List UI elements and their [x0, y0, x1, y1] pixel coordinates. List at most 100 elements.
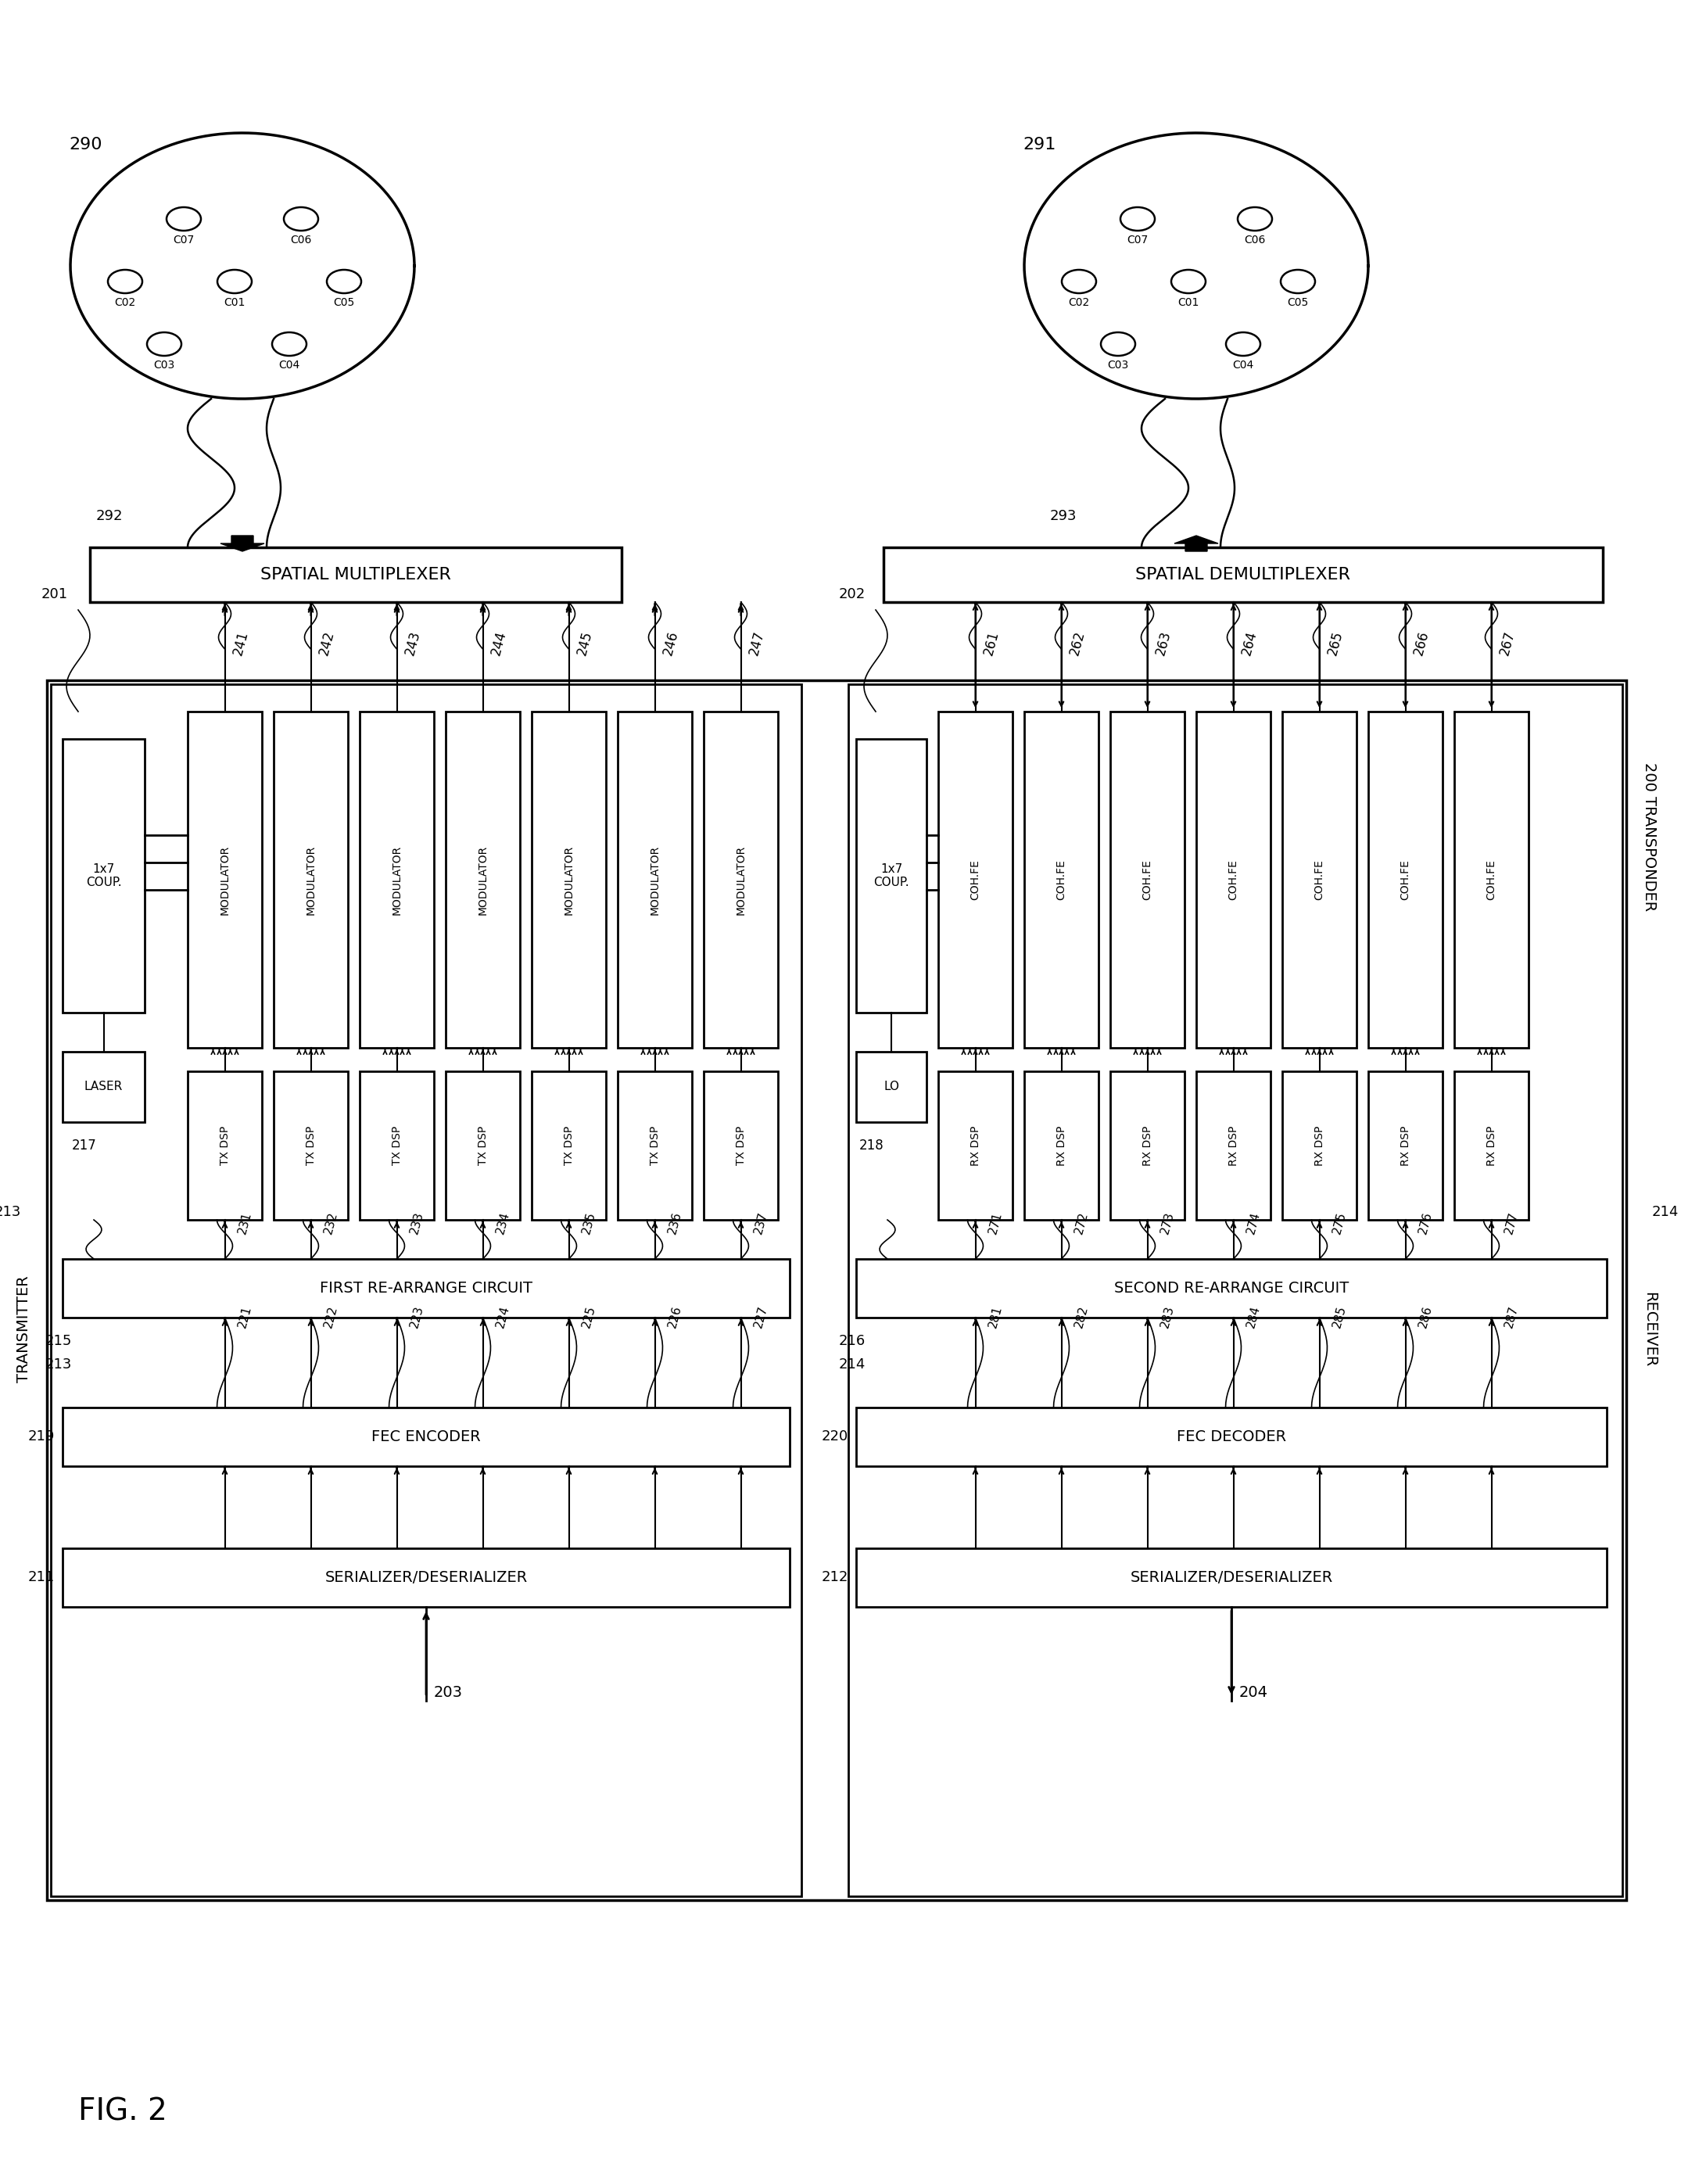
Bar: [47, 679, 1626, 1900]
Ellipse shape: [1121, 207, 1155, 232]
Bar: [884, 548, 1602, 603]
Text: C03: C03: [153, 360, 175, 371]
Bar: [704, 712, 778, 1048]
Text: 292: 292: [96, 509, 123, 524]
Text: FIRST RE-ARRANGE CIRCUIT: FIRST RE-ARRANGE CIRCUIT: [319, 1280, 533, 1295]
Bar: [1109, 712, 1185, 1048]
Text: 243: 243: [403, 629, 424, 657]
Text: 274: 274: [1246, 1210, 1262, 1236]
Bar: [89, 548, 622, 603]
Text: C01: C01: [1178, 297, 1199, 308]
Bar: [1024, 712, 1098, 1048]
Text: 293: 293: [1051, 509, 1078, 524]
Text: TX DSP: TX DSP: [563, 1127, 575, 1166]
Text: TRANSMITTER: TRANSMITTER: [17, 1275, 30, 1382]
Text: 1x7
COUP.: 1x7 COUP.: [874, 863, 909, 889]
Text: COH.FE: COH.FE: [970, 860, 980, 900]
Text: 212: 212: [822, 1570, 849, 1586]
Text: 247: 247: [746, 629, 767, 657]
Text: RX DSP: RX DSP: [1141, 1125, 1153, 1166]
Bar: [849, 684, 1622, 1896]
Text: RECEIVER: RECEIVER: [1642, 1291, 1657, 1367]
Bar: [1197, 1072, 1271, 1221]
Bar: [50, 684, 802, 1896]
Text: RX DSP: RX DSP: [1315, 1125, 1325, 1166]
Text: TX DSP: TX DSP: [477, 1127, 487, 1166]
Bar: [188, 712, 262, 1048]
Text: C02: C02: [114, 297, 136, 308]
Bar: [1197, 712, 1271, 1048]
Text: 285: 285: [1331, 1304, 1348, 1330]
Ellipse shape: [326, 271, 361, 293]
Text: C07: C07: [1126, 234, 1148, 245]
Text: 265: 265: [1326, 629, 1345, 657]
Bar: [274, 712, 348, 1048]
Bar: [938, 1072, 1012, 1221]
Polygon shape: [1024, 133, 1368, 400]
Text: 286: 286: [1417, 1304, 1434, 1330]
Text: 284: 284: [1246, 1304, 1262, 1330]
Ellipse shape: [108, 271, 143, 293]
Text: MODULATOR: MODULATOR: [649, 845, 661, 915]
Bar: [445, 712, 519, 1048]
Text: COH.FE: COH.FE: [1227, 860, 1239, 900]
Text: COH.FE: COH.FE: [1056, 860, 1067, 900]
Text: 277: 277: [1503, 1210, 1520, 1236]
Text: C03: C03: [1108, 360, 1128, 371]
Text: 224: 224: [494, 1304, 511, 1330]
Text: 245: 245: [575, 629, 595, 657]
Bar: [856, 1406, 1607, 1465]
Text: TX DSP: TX DSP: [306, 1127, 316, 1166]
Text: 281: 281: [987, 1304, 1004, 1330]
Ellipse shape: [1062, 271, 1096, 293]
Bar: [1283, 712, 1357, 1048]
Text: 236: 236: [667, 1210, 684, 1236]
Text: 237: 237: [753, 1210, 770, 1236]
Polygon shape: [1175, 535, 1219, 550]
Ellipse shape: [1281, 271, 1315, 293]
Ellipse shape: [1101, 332, 1135, 356]
Ellipse shape: [1225, 332, 1261, 356]
Text: FEC DECODER: FEC DECODER: [1177, 1428, 1286, 1444]
Text: TX DSP: TX DSP: [735, 1127, 746, 1166]
Text: 221: 221: [237, 1304, 254, 1330]
Bar: [360, 712, 434, 1048]
Text: 201: 201: [42, 587, 67, 601]
Bar: [856, 1053, 926, 1123]
Text: 214: 214: [1652, 1206, 1679, 1219]
Text: SERIALIZER/DESERIALIZER: SERIALIZER/DESERIALIZER: [324, 1570, 528, 1586]
Text: 219: 219: [29, 1431, 55, 1444]
Text: 283: 283: [1160, 1304, 1177, 1330]
Text: 261: 261: [982, 629, 1002, 657]
Bar: [1024, 1072, 1098, 1221]
Text: MODULATOR: MODULATOR: [392, 845, 402, 915]
Bar: [62, 738, 145, 1013]
Text: RX DSP: RX DSP: [1227, 1125, 1239, 1166]
Ellipse shape: [284, 207, 318, 232]
Text: 290: 290: [69, 138, 103, 153]
Text: FEC ENCODER: FEC ENCODER: [372, 1428, 481, 1444]
Text: FIG. 2: FIG. 2: [79, 2097, 166, 2127]
Bar: [274, 1072, 348, 1221]
Text: 204: 204: [1239, 1686, 1267, 1701]
Text: 232: 232: [323, 1210, 340, 1236]
Bar: [188, 1072, 262, 1221]
Text: MODULATOR: MODULATOR: [563, 845, 575, 915]
Bar: [531, 712, 605, 1048]
Text: 282: 282: [1072, 1304, 1091, 1330]
Text: 203: 203: [434, 1686, 462, 1701]
Text: MODULATOR: MODULATOR: [219, 845, 230, 915]
Text: 215: 215: [45, 1334, 72, 1348]
Text: 227: 227: [753, 1304, 770, 1330]
Bar: [704, 1072, 778, 1221]
Bar: [1283, 1072, 1357, 1221]
Ellipse shape: [1172, 271, 1205, 293]
Text: 244: 244: [489, 629, 509, 657]
Text: C02: C02: [1069, 297, 1089, 308]
Text: RX DSP: RX DSP: [1400, 1125, 1410, 1166]
Text: 214: 214: [839, 1358, 866, 1372]
Text: 218: 218: [859, 1138, 884, 1153]
Text: 235: 235: [580, 1210, 598, 1236]
Text: 263: 263: [1153, 629, 1173, 657]
Text: 246: 246: [661, 629, 681, 657]
